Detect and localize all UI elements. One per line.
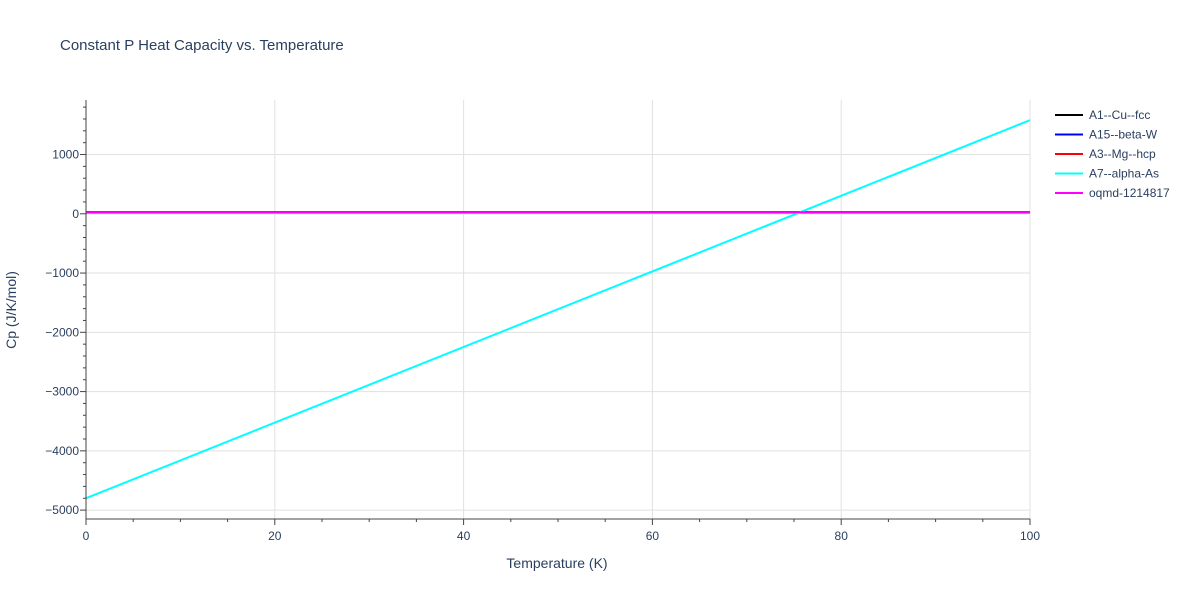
legend-item[interactable]: A7--alpha-As [1055,167,1159,181]
y-axis-title: Cp (J/K/mol) [3,271,19,349]
legend[interactable]: A1--Cu--fcc A15--beta-W A3--Mg--hcp A7--alp… [1055,108,1170,200]
x-tick-label: 40 [457,529,471,543]
x-tick-label: 0 [83,529,90,543]
x-tick-label: 20 [268,529,282,543]
axes: 0 20 40 60 80 100 −5000 −4000 −3000 −2000 −1000 0 10… [45,100,1040,543]
grid [86,100,1031,519]
legend-label: A15--beta-W [1089,128,1158,142]
x-tick-label: 100 [1020,529,1040,543]
legend-item[interactable]: oqmd-1214817 [1055,186,1170,200]
y-tick-label: 0 [72,207,79,221]
legend-label: oqmd-1214817 [1089,186,1170,200]
legend-label: A1--Cu--fcc [1089,108,1150,122]
y-tick-label: −4000 [45,444,79,458]
x-tick-label: 60 [646,529,660,543]
y-tick-label: −1000 [45,266,79,280]
x-tick-label: 80 [835,529,849,543]
legend-item[interactable]: A3--Mg--hcp [1055,147,1156,161]
y-tick-label: 1000 [52,148,79,162]
legend-item[interactable]: A1--Cu--fcc [1055,108,1150,122]
legend-item[interactable]: A15--beta-W [1055,128,1158,142]
series-line-A7--alpha-As [86,119,1030,500]
legend-label: A7--alpha-As [1089,167,1159,181]
y-tick-label: −5000 [45,503,79,517]
y-tick-label: −2000 [45,325,79,339]
y-tick-label: −3000 [45,385,79,399]
series-lines [86,119,1030,500]
x-axis-title: Temperature (K) [506,555,607,571]
chart-title: Constant P Heat Capacity vs. Temperature [60,37,344,54]
legend-label: A3--Mg--hcp [1089,147,1156,161]
